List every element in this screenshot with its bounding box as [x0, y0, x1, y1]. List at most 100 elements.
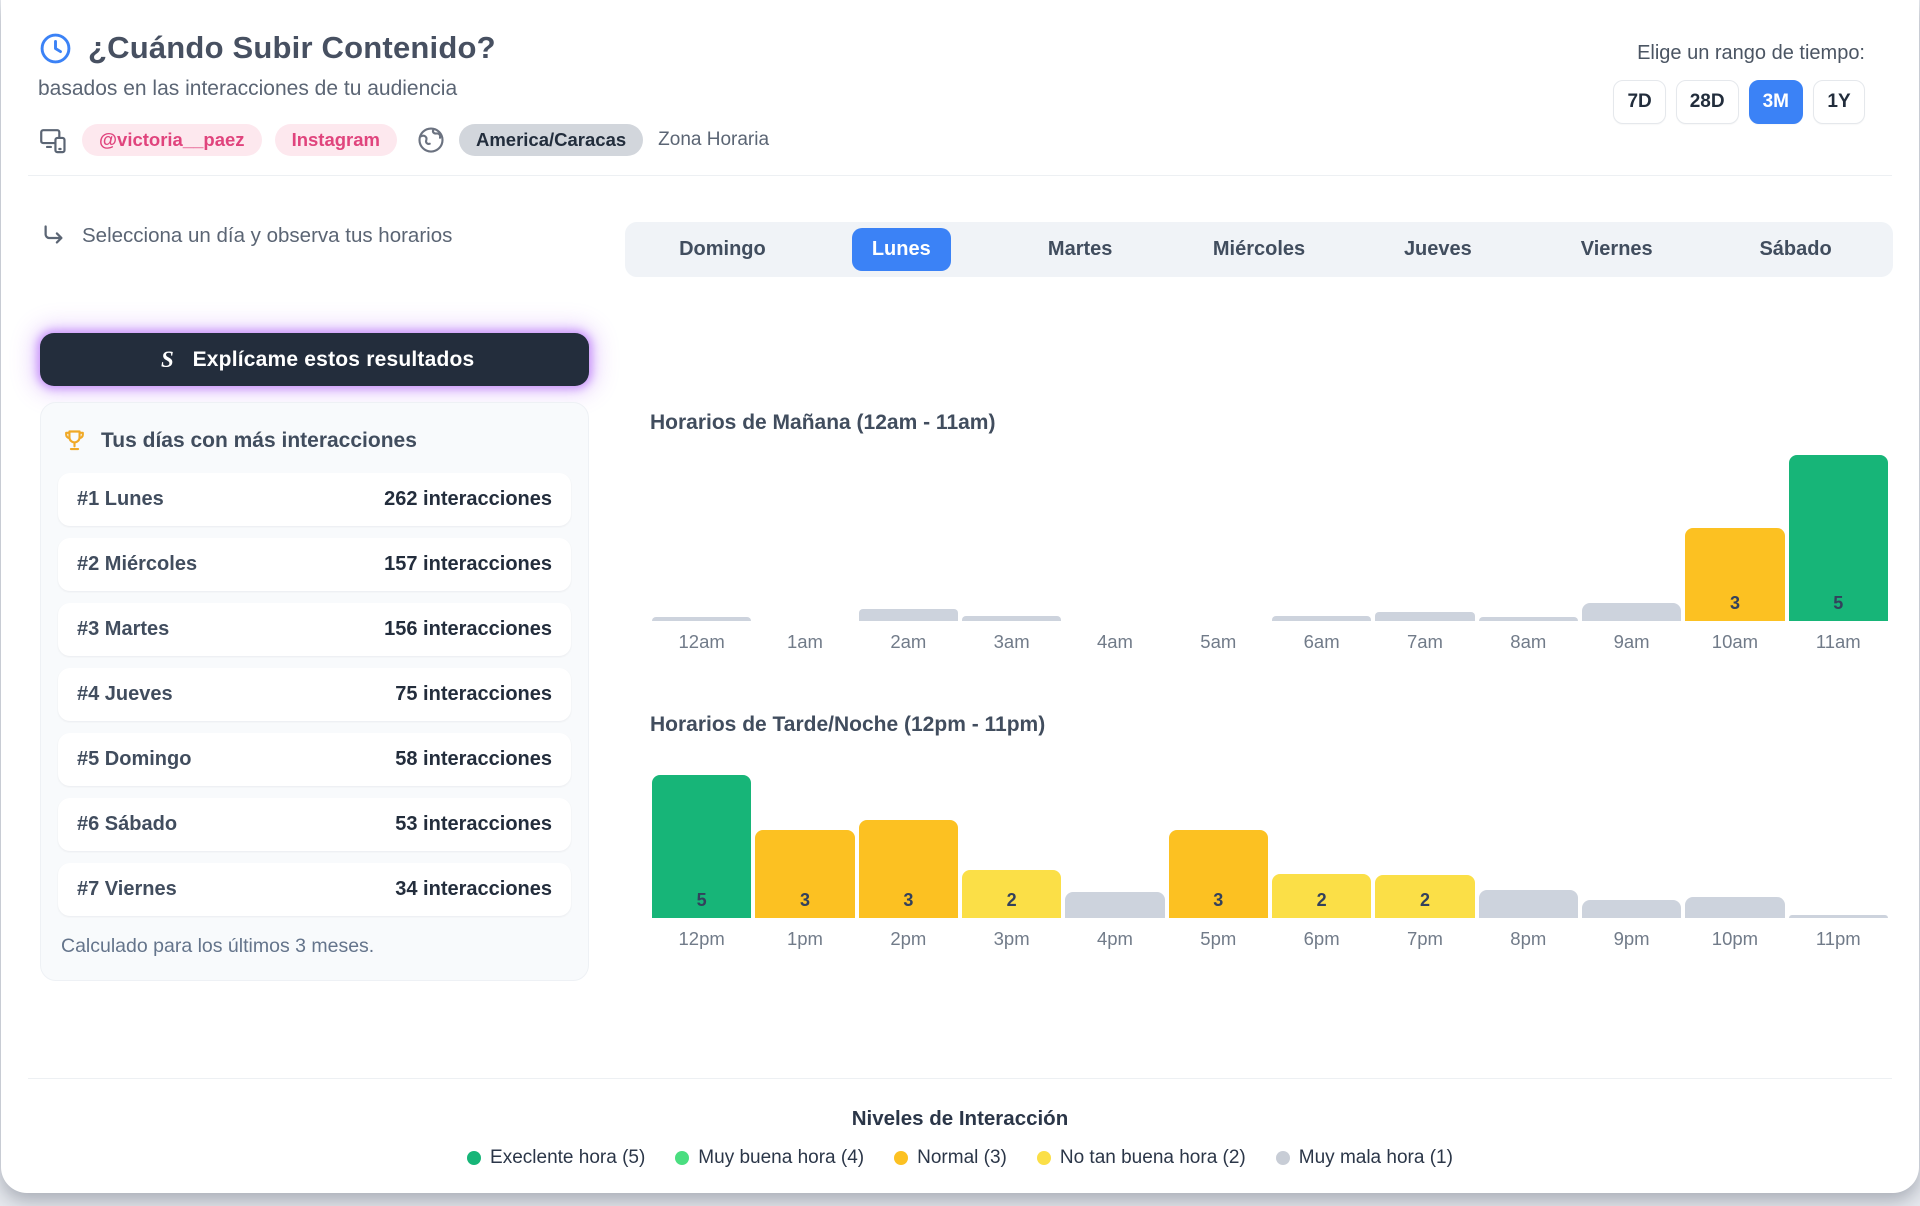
bar-slot-6am [1271, 616, 1372, 622]
bar-2am[interactable] [858, 609, 958, 622]
bar-5pm[interactable]: 3 [1168, 830, 1268, 919]
x-tick-label: 6am [1303, 631, 1340, 653]
bar-4pm[interactable] [1065, 892, 1165, 919]
rank-day-label: #2 Miércoles [77, 553, 198, 576]
timezone-badge[interactable]: America/Caracas [458, 124, 644, 157]
svg-text:S: S [161, 347, 174, 372]
tab-lunes[interactable]: Lunes [812, 228, 991, 272]
bar-value-label: 2 [1316, 890, 1327, 911]
account-tags-row: @victoria__paez Instagram America/Caraca… [38, 124, 769, 157]
bar-6pm[interactable]: 2 [1271, 874, 1372, 919]
bar-9am[interactable] [1581, 603, 1682, 622]
bar-11am[interactable]: 5 [1788, 455, 1888, 622]
legend-item: Execlente hora (5) [467, 1147, 645, 1169]
x-tick-label: 7pm [1406, 928, 1443, 950]
bar-3pm[interactable]: 2 [961, 870, 1062, 919]
x-tick-label: 2am [890, 631, 927, 653]
tab-miércoles[interactable]: Miércoles [1170, 228, 1349, 271]
range-button-3m[interactable]: 3M [1748, 80, 1803, 124]
rank-value: 262 interacciones [384, 488, 552, 511]
x-tick-label: 3pm [993, 928, 1030, 950]
rank-value: 75 interacciones [395, 683, 552, 706]
legend-items: Execlente hora (5) Muy buena hora (4) Norm… [1, 1147, 1919, 1169]
account-handle-badge[interactable]: @victoria__paez [82, 124, 262, 157]
legend-label: Normal (3) [917, 1147, 1007, 1169]
bar-8am[interactable] [1478, 617, 1578, 622]
bar-slot-11am: 5 [1788, 455, 1888, 622]
chart-morning-title: Horarios de Mañana (12am - 11am) [650, 411, 996, 435]
bar-slot-12pm: 5 [652, 775, 752, 919]
chart-morning-xlabels: 12am 1am 2am 3am 4am 5am 6am 7am 8am 9am 10am 11am [650, 631, 1890, 653]
time-range-box: Elige un rango de tiempo: 7D 28D 3M 1Y [1613, 30, 1865, 124]
bar-slot-8am [1478, 617, 1578, 622]
chart-afternoon-xlabels: 12pm 1pm 2pm 3pm 4pm 5pm 6pm 7pm 8pm 9pm 10pm 11pm [650, 928, 1890, 950]
tab-martes[interactable]: Martes [991, 228, 1170, 271]
bar-slot-5pm: 3 [1168, 830, 1268, 919]
page-header: ¿Cuándo Subir Contenido? basados en las … [1, 0, 1919, 157]
x-tick-label: 4pm [1096, 928, 1133, 950]
x-tick-label: 6pm [1303, 928, 1340, 950]
bar-7pm[interactable]: 2 [1375, 875, 1475, 919]
bar-7am[interactable] [1375, 612, 1475, 622]
bar-slot-7am [1375, 612, 1475, 622]
bar-slot-4pm [1065, 892, 1165, 919]
rank-day-label: #1 Lunes [77, 488, 164, 511]
x-tick-label: 11pm [1815, 928, 1861, 950]
list-item: #4 Jueves 75 interacciones [58, 668, 571, 722]
range-button-1y[interactable]: 1Y [1813, 80, 1865, 124]
top-days-panel: Tus días con más interacciones #1 Lunes 2… [40, 402, 589, 982]
list-item: #7 Viernes 34 interacciones [58, 863, 571, 917]
tab-domingo[interactable]: Domingo [633, 228, 812, 271]
x-tick-label: 5pm [1200, 928, 1237, 950]
corner-down-right-arrow-icon [40, 222, 67, 249]
trophy-icon [61, 427, 88, 454]
rank-value: 157 interacciones [384, 553, 552, 576]
bar-12am[interactable] [652, 617, 752, 622]
ranking-footnote: Calculado para los últimos 3 meses. [61, 935, 375, 958]
platform-badge[interactable]: Instagram [274, 124, 397, 157]
chart-afternoon-bars: 5 3 3 2 3 2 2 [650, 737, 1890, 919]
tab-viernes[interactable]: Viernes [1527, 228, 1706, 271]
x-tick-label: 2pm [890, 928, 927, 950]
bar-value-label: 2 [1419, 890, 1430, 911]
day-select-hint: Selecciona un día y observa tus horarios [40, 222, 589, 249]
bar-8pm[interactable] [1478, 890, 1578, 919]
rank-value: 34 interacciones [395, 878, 552, 901]
list-item: #6 Sábado 53 interacciones [58, 798, 571, 852]
bar-12pm[interactable]: 5 [652, 775, 752, 919]
tab-label: Sábado [1759, 238, 1832, 261]
x-tick-label: 1am [786, 631, 823, 653]
bar-2pm[interactable]: 3 [858, 820, 958, 919]
tab-jueves[interactable]: Jueves [1348, 228, 1527, 271]
assistant-logo-icon: S [155, 347, 180, 372]
x-tick-label: 7am [1406, 631, 1443, 653]
list-item: #5 Domingo 58 interacciones [58, 733, 571, 787]
range-button-7d[interactable]: 7D [1613, 80, 1666, 124]
range-button-28d[interactable]: 28D [1675, 80, 1739, 124]
bar-9pm[interactable] [1581, 900, 1682, 919]
tab-sábado[interactable]: Sábado [1706, 228, 1885, 271]
bar-1pm[interactable]: 3 [755, 830, 855, 919]
right-column: Domingo Lunes Martes Miércoles Jueves Viernes… [625, 222, 1893, 981]
list-item: #2 Miércoles 157 interacciones [58, 538, 571, 592]
time-range-buttons: 7D 28D 3M 1Y [1613, 80, 1865, 124]
header-divider [28, 175, 1892, 177]
x-tick-label: 11am [1815, 631, 1861, 653]
bar-10pm[interactable] [1685, 897, 1785, 919]
x-tick-label: 8am [1510, 631, 1547, 653]
list-item: #3 Martes 156 interacciones [58, 603, 571, 657]
time-range-title: Elige un rango de tiempo: [1637, 42, 1865, 64]
legend-dot [675, 1151, 690, 1166]
bar-10am[interactable]: 3 [1685, 528, 1785, 622]
bar-value-label: 5 [696, 890, 707, 911]
explain-results-button[interactable]: S Explícame estos resultados [40, 333, 589, 387]
bar-6am[interactable] [1271, 616, 1372, 622]
bar-11pm[interactable] [1788, 915, 1888, 919]
bar-slot-10pm [1685, 897, 1785, 919]
x-tick-label: 12am [678, 631, 725, 653]
globe-icon [416, 125, 446, 155]
bar-3am[interactable] [961, 616, 1062, 622]
